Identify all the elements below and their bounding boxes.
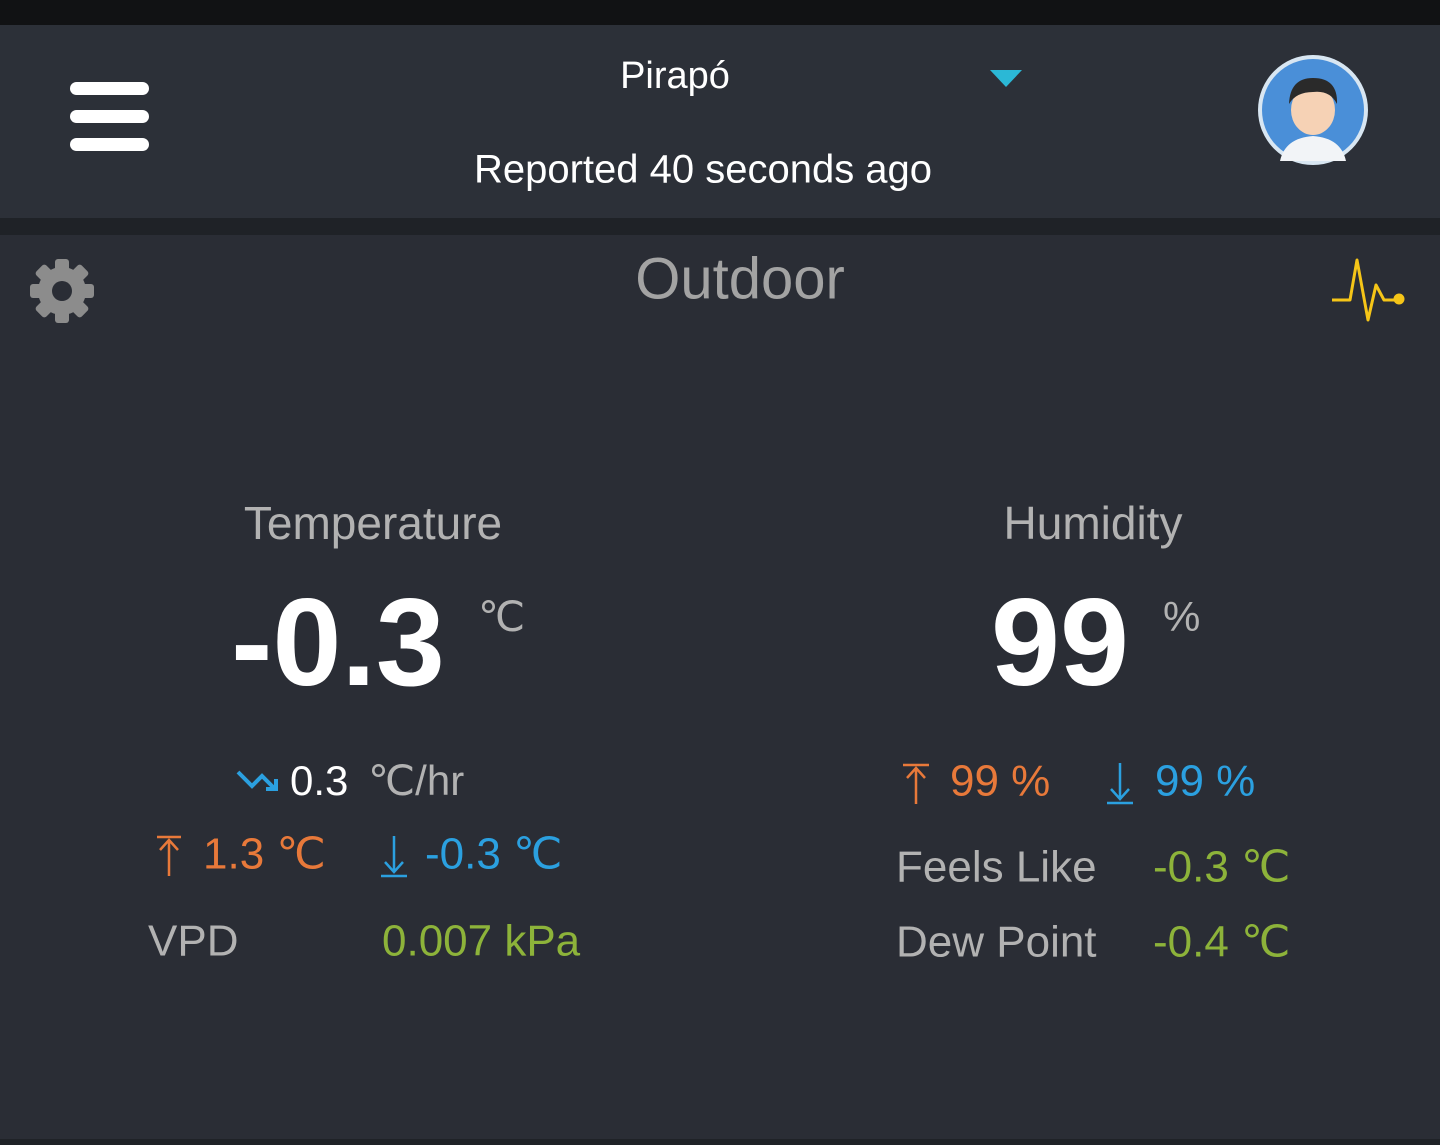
avatar-hair: [1289, 78, 1338, 104]
high-icon: [903, 763, 929, 804]
humidity-low: 99 %: [1155, 757, 1255, 806]
avatar-shirt: [1280, 136, 1346, 161]
chart-button[interactable]: [1332, 258, 1405, 322]
vpd-label: VPD: [148, 917, 238, 966]
temperature-trend-unit: ℃/hr: [368, 757, 464, 804]
humidity-value: 99: [991, 574, 1129, 712]
low-icon: [381, 836, 407, 878]
avatar[interactable]: [1258, 55, 1368, 165]
settings-button[interactable]: [30, 259, 94, 323]
humidity-unit: %: [1163, 593, 1200, 640]
high-icon: [157, 835, 181, 876]
low-icon: [1107, 763, 1133, 805]
temperature-low: -0.3 ℃: [425, 830, 562, 879]
panel-title: Outdoor: [635, 246, 845, 311]
temperature-label: Temperature: [244, 497, 502, 549]
bottom-edge: [0, 1139, 1440, 1145]
temperature-value: -0.3: [231, 574, 445, 712]
dew-point-label: Dew Point: [896, 918, 1097, 967]
temperature-high: 1.3 ℃: [203, 830, 326, 879]
temperature-trend-value: 0.3: [290, 757, 348, 804]
location-name[interactable]: Pirapó: [620, 55, 730, 97]
dropdown-arrow[interactable]: [990, 70, 1022, 87]
trend-down-icon: [236, 770, 278, 791]
dew-point-value: -0.4 ℃: [1153, 918, 1290, 967]
temperature-unit: ℃: [478, 593, 525, 640]
header-separator: [0, 218, 1440, 235]
menu-bar: [70, 82, 149, 95]
feels-like-value: -0.3 ℃: [1153, 843, 1290, 892]
menu-bar: [70, 138, 149, 151]
app-header: [0, 25, 1440, 218]
report-status: Reported 40 seconds ago: [474, 148, 932, 192]
menu-bar: [70, 110, 149, 123]
menu-button[interactable]: [70, 82, 149, 151]
avatar-face: [1291, 85, 1335, 135]
humidity-high: 99 %: [950, 757, 1050, 806]
status-bar: [0, 0, 1440, 25]
feels-like-label: Feels Like: [896, 843, 1097, 892]
vpd-value: 0.007 kPa: [382, 917, 581, 966]
humidity-label: Humidity: [1004, 497, 1183, 549]
